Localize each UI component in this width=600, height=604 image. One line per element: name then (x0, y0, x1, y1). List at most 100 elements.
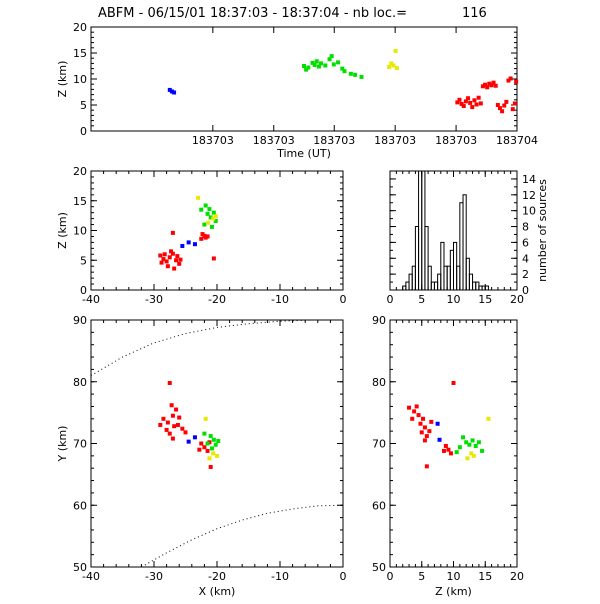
time-altitude-point (327, 57, 332, 62)
range-arc-2 (141, 504, 344, 568)
altitude-histogram-x-tick-label: 0 (387, 293, 394, 306)
altitude-y-point (486, 416, 491, 421)
altitude-y-point (422, 425, 427, 430)
plan-view-point (164, 427, 169, 432)
histogram-bar (484, 285, 489, 291)
altitude-histogram-x-tick-label: 10 (447, 293, 461, 306)
altitude-y-point (473, 443, 478, 448)
plan-view-point (192, 435, 197, 440)
time-altitude-point (331, 62, 336, 67)
plan-view-y-tick-label: 60 (73, 499, 87, 512)
altitude-y-point (435, 421, 440, 426)
x-altitude-point (162, 252, 167, 257)
altitude-histogram-y-tick-label: 6 (522, 236, 529, 249)
x-altitude-point (211, 256, 216, 261)
plan-view-y-tick-label: 90 (73, 314, 87, 327)
plan-view-point (213, 442, 218, 447)
altitude-y-point (424, 464, 429, 469)
plan-view-point (167, 431, 172, 436)
time-altitude-point (504, 99, 509, 104)
plan-view-y-tick-label: 50 (73, 561, 87, 574)
time-altitude-point (508, 76, 513, 81)
time-altitude-point (500, 109, 505, 114)
altitude-y-x-tick-label: 0 (387, 570, 394, 583)
plan-view-ylabel: Y (km) (56, 426, 69, 463)
plan-view-x-tick-label: -20 (208, 570, 226, 583)
altitude-histogram-x-tick-label: 20 (510, 293, 524, 306)
time-altitude-point (394, 66, 399, 71)
time-altitude-ylabel: Z (km) (56, 61, 69, 98)
x-altitude-x-ticks: -40 -30 -20 -10 0 (82, 171, 347, 306)
x-altitude-point (200, 232, 205, 237)
altitude-histogram-y-tick-label: 8 (522, 221, 529, 234)
x-altitude-point (211, 210, 216, 215)
x-altitude-point (205, 234, 210, 239)
altitude-histogram-y-tick-label: 12 (522, 189, 536, 202)
plan-view-point (211, 451, 216, 456)
x-altitude-point (177, 261, 182, 266)
time-altitude-point (340, 66, 345, 71)
plan-view-point (197, 447, 202, 452)
plan-view-x-tick-label: 0 (340, 570, 347, 583)
time-altitude-point (483, 82, 488, 87)
plan-view-points (158, 380, 221, 469)
altitude-histogram-x-tick-label: 15 (478, 293, 492, 306)
histogram-bar (462, 194, 467, 291)
x-altitude-point (202, 222, 207, 227)
x-altitude-point (209, 224, 214, 229)
altitude-y-point (471, 453, 476, 458)
time-altitude-y-tick-label: 5 (80, 99, 87, 112)
x-altitude-ylabel: Z (km) (56, 212, 69, 249)
time-altitude-point (489, 83, 494, 88)
histogram-bar (424, 226, 429, 291)
altitude-y-frame (389, 319, 518, 568)
altitude-y-point (407, 405, 412, 410)
altitude-histogram-y-tick-label: 4 (522, 252, 529, 265)
time-altitude-frame (90, 26, 518, 132)
time-altitude-point (506, 78, 511, 83)
altitude-y-point (451, 380, 456, 385)
x-altitude-point (206, 220, 211, 225)
plan-view-point (170, 436, 175, 441)
x-altitude-x-tick-label: -30 (145, 293, 163, 306)
plan-view-point (209, 446, 214, 451)
time-altitude-point (323, 63, 328, 68)
x-altitude-point (172, 266, 177, 271)
plan-view-x-ticks: -40 -30 -20 -10 0 (82, 320, 347, 583)
x-altitude-point (178, 257, 183, 262)
plan-view-point (208, 464, 213, 469)
range-arc-1 (90, 319, 343, 377)
x-altitude-point (170, 251, 175, 256)
time-altitude-point (310, 60, 315, 65)
time-altitude-point (359, 74, 364, 79)
altitude-y-point (465, 456, 470, 461)
altitude-y-y-ticks: 50 60 70 80 90 (372, 314, 517, 574)
time-altitude-xlabel: Time (UT) (276, 147, 331, 160)
altitude-y-point (457, 445, 462, 450)
altitude-y-xlabel: Z (km) (435, 585, 472, 598)
plan-view-point (174, 407, 179, 412)
time-altitude-point (342, 69, 347, 74)
plan-view-point (205, 441, 210, 446)
x-altitude-y-tick-label: 5 (80, 254, 87, 267)
plan-view-point (170, 413, 175, 418)
x-altitude-x-tick-label: -20 (208, 293, 226, 306)
x-altitude-point (167, 255, 172, 260)
time-altitude-point (463, 99, 468, 104)
nb-loc-value: 116 (462, 6, 487, 21)
x-altitude-x-tick-label: 0 (340, 293, 347, 306)
altitude-y-point (464, 440, 469, 445)
x-altitude-point (180, 243, 185, 248)
time-altitude-point (502, 103, 507, 108)
time-altitude-point (491, 80, 496, 85)
altitude-y-point (461, 435, 466, 440)
altitude-y-point (467, 442, 472, 447)
plan-view-point (203, 416, 208, 421)
altitude-y-point (416, 413, 421, 418)
time-altitude-point (474, 102, 479, 107)
x-altitude-point (211, 216, 216, 221)
altitude-y-y-tick-label: 90 (372, 314, 386, 327)
altitude-histogram-y-tick-label: 10 (522, 205, 536, 218)
time-altitude-point (493, 83, 498, 88)
